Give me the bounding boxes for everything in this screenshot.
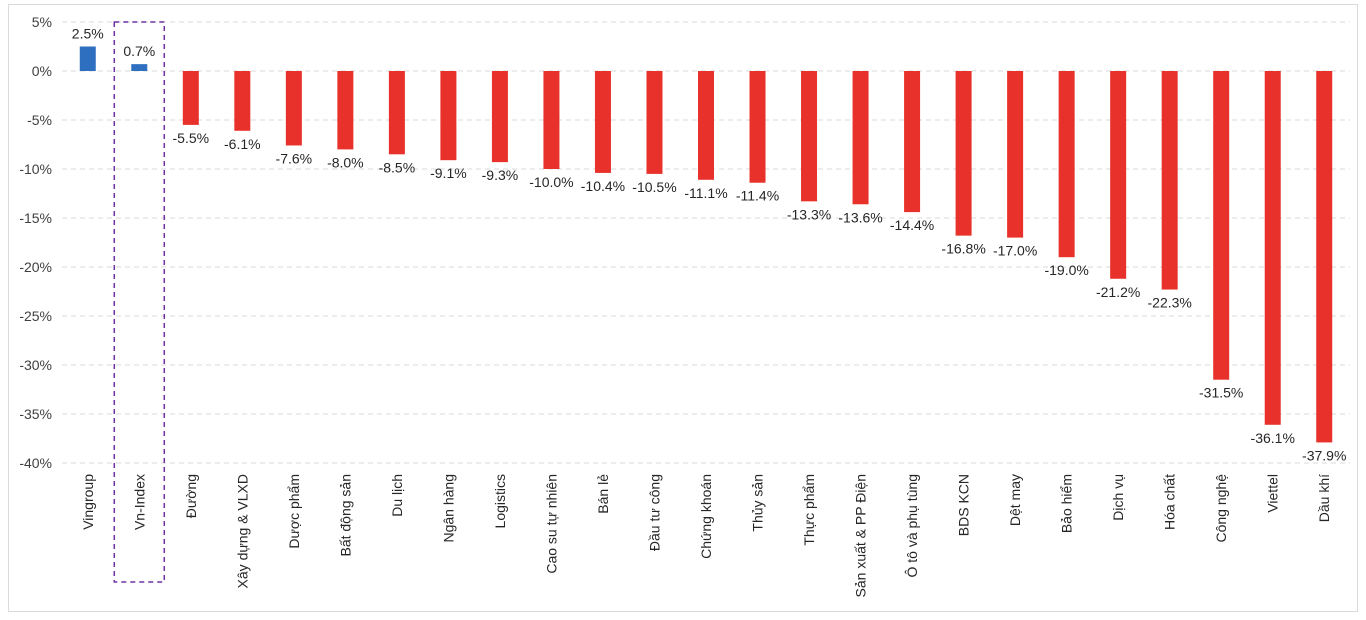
data-label: -14.4% [890,217,934,233]
data-label: -17.0% [993,243,1037,259]
y-tick-label: -15% [19,210,52,226]
y-tick-label: 0% [32,63,52,79]
highlight-box [113,21,166,583]
category-label: Ngân hàng [440,474,456,543]
category-label: Bất động sản [337,474,353,557]
data-labels: 2.5% 0.7% -5.5% -6.1% -7.6% -8.0% -8.5% -9.1% -9… [72,26,1347,464]
data-label: -13.6% [838,209,882,225]
data-label: -10.0% [529,174,573,190]
category-label: Dệt may [1007,474,1023,526]
bar [79,46,96,71]
data-label: -10.4% [581,178,625,194]
data-label: -36.1% [1251,430,1295,446]
data-label: -37.9% [1302,447,1346,463]
data-label: -10.5% [632,179,676,195]
data-label: -8.5% [379,159,416,175]
chart-frame [8,4,1358,612]
highlight-group [113,21,166,583]
y-tick-label: -25% [19,308,52,324]
data-label: -11.1% [684,185,727,201]
category-label: Vingroup [80,474,96,530]
bar [1213,71,1230,380]
bar [749,71,766,183]
bar [801,71,818,202]
y-tick-label: 5% [32,14,52,30]
bar [131,64,148,71]
data-label: -13.3% [787,206,831,222]
y-tick-label: -10% [19,161,52,177]
category-label: Hóa chất [1162,474,1178,530]
bar [852,71,869,205]
data-label: -22.3% [1148,295,1192,311]
data-label: -19.0% [1044,262,1088,278]
bar [1161,71,1178,290]
bar [1110,71,1127,279]
category-label: Viettel [1265,474,1281,513]
data-label: -8.0% [327,154,364,170]
category-label: Du lịch [389,474,405,517]
category-label: Dược phẩm [286,474,302,549]
data-label: -31.5% [1199,385,1243,401]
bar [904,71,921,213]
category-label: Xây dựng & VLXD [234,474,250,588]
category-label: Bảo hiểm [1059,474,1075,533]
bar [234,71,251,131]
data-label: -21.2% [1096,284,1140,300]
bar [440,71,457,161]
category-label: Chứng khoán [698,474,714,559]
category-label: Cao su tự nhiên [543,474,559,574]
data-label: -5.5% [173,130,210,146]
y-tick-label: -30% [19,357,52,373]
category-label: BDS KCN [956,474,972,536]
bar [1264,71,1281,425]
y-tick-label: -40% [19,455,52,471]
y-axis-ticks: 5% 0% -5% -10% -15% -20% -25% -30% -35% -40% [19,14,52,471]
data-label: -6.1% [224,136,261,152]
bar [182,71,199,125]
bar [388,71,405,155]
category-label: Dầu khí [1316,474,1332,522]
bar [1007,71,1024,238]
data-label: 2.5% [72,26,104,42]
data-label: -16.8% [941,241,985,257]
bar [491,71,508,163]
category-label: Công nghệ [1213,474,1229,543]
bar [698,71,714,180]
bar [646,71,663,174]
bar [285,71,302,146]
y-tick-label: -20% [19,259,52,275]
data-label: -7.6% [276,150,313,166]
bar [337,71,354,150]
category-label: Dịch vụ [1110,474,1126,521]
y-tick-label: -5% [27,112,52,128]
bars [79,46,1333,443]
data-label: -11.4% [736,188,779,204]
bar [1058,71,1075,258]
data-label: -9.3% [482,167,519,183]
bar [1316,71,1333,443]
category-label: Đầu tư công [646,474,662,551]
bar [594,71,611,173]
y-tick-label: -35% [19,406,52,422]
bar [955,71,972,236]
category-label: Sản xuất & PP Điện [853,474,869,597]
bar [543,71,560,169]
category-label: Ô tô và phụ tùng [904,474,920,578]
category-label: Thủy sản [750,474,766,532]
category-label: Logistics [492,474,508,528]
category-label: Vn-Index [131,474,147,530]
data-label: 0.7% [123,43,155,59]
category-label: Đường [183,474,199,518]
data-label: -9.1% [430,165,467,181]
category-label: Bán lẻ [595,474,611,514]
category-labels: Vingroup Vn-Index Đường Xây dựng & VLXD Dược… [80,474,1332,598]
category-label: Thực phẩm [801,474,817,546]
